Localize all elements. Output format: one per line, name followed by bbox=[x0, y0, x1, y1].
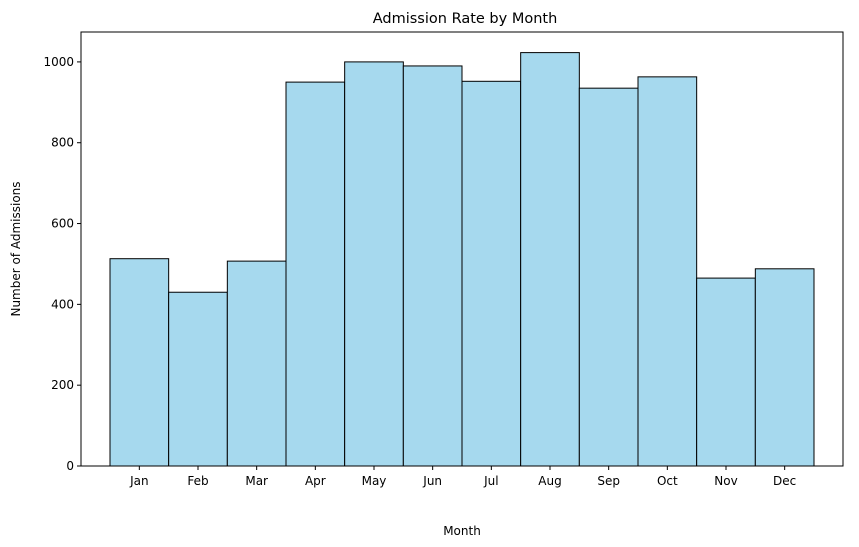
x-tick-label: Jan bbox=[129, 474, 149, 488]
bar-dec bbox=[754, 268, 815, 467]
bar-jul bbox=[461, 80, 522, 467]
x-tick-label: Jun bbox=[422, 474, 442, 488]
bar-jan bbox=[109, 258, 170, 467]
bar-aug bbox=[520, 52, 580, 467]
x-tick-label: Mar bbox=[245, 474, 268, 488]
bar-jun bbox=[402, 65, 463, 467]
y-tick-label: 0 bbox=[66, 459, 74, 473]
x-tick-label: Dec bbox=[773, 474, 796, 488]
x-tick-label: Apr bbox=[305, 474, 326, 488]
x-tick-label: Aug bbox=[538, 474, 561, 488]
x-tick-label: Feb bbox=[187, 474, 208, 488]
x-axis-label: Month bbox=[443, 524, 481, 538]
bar-nov bbox=[696, 277, 756, 467]
y-tick-label: 200 bbox=[51, 378, 74, 392]
bar-mar bbox=[226, 260, 287, 467]
y-tick-label: 800 bbox=[51, 136, 74, 150]
bar-may bbox=[344, 61, 404, 467]
bars-group bbox=[109, 52, 815, 467]
bar-sep bbox=[578, 87, 639, 467]
x-tick-label: Sep bbox=[597, 474, 620, 488]
x-tick-label: Oct bbox=[657, 474, 678, 488]
bar-oct bbox=[637, 76, 698, 467]
bar-apr bbox=[285, 81, 346, 467]
x-tick-label: Nov bbox=[714, 474, 737, 488]
y-tick-label: 600 bbox=[51, 217, 74, 231]
y-tick-label: 1000 bbox=[43, 55, 74, 69]
y-axis-label: Number of Admissions bbox=[9, 181, 23, 316]
chart-title: Admission Rate by Month bbox=[373, 11, 558, 27]
y-axis: 0 200 400 600 800 1000 bbox=[43, 55, 81, 473]
plot-frame bbox=[80, 31, 844, 467]
x-axis: Jan Feb Mar Apr May Jun Jul Aug Sep Oct Nov Dec bbox=[129, 466, 796, 488]
bar-feb bbox=[168, 291, 228, 467]
x-tick-label: May bbox=[362, 474, 387, 488]
y-tick-label: 400 bbox=[51, 297, 74, 311]
x-tick-label: Jul bbox=[483, 474, 498, 488]
